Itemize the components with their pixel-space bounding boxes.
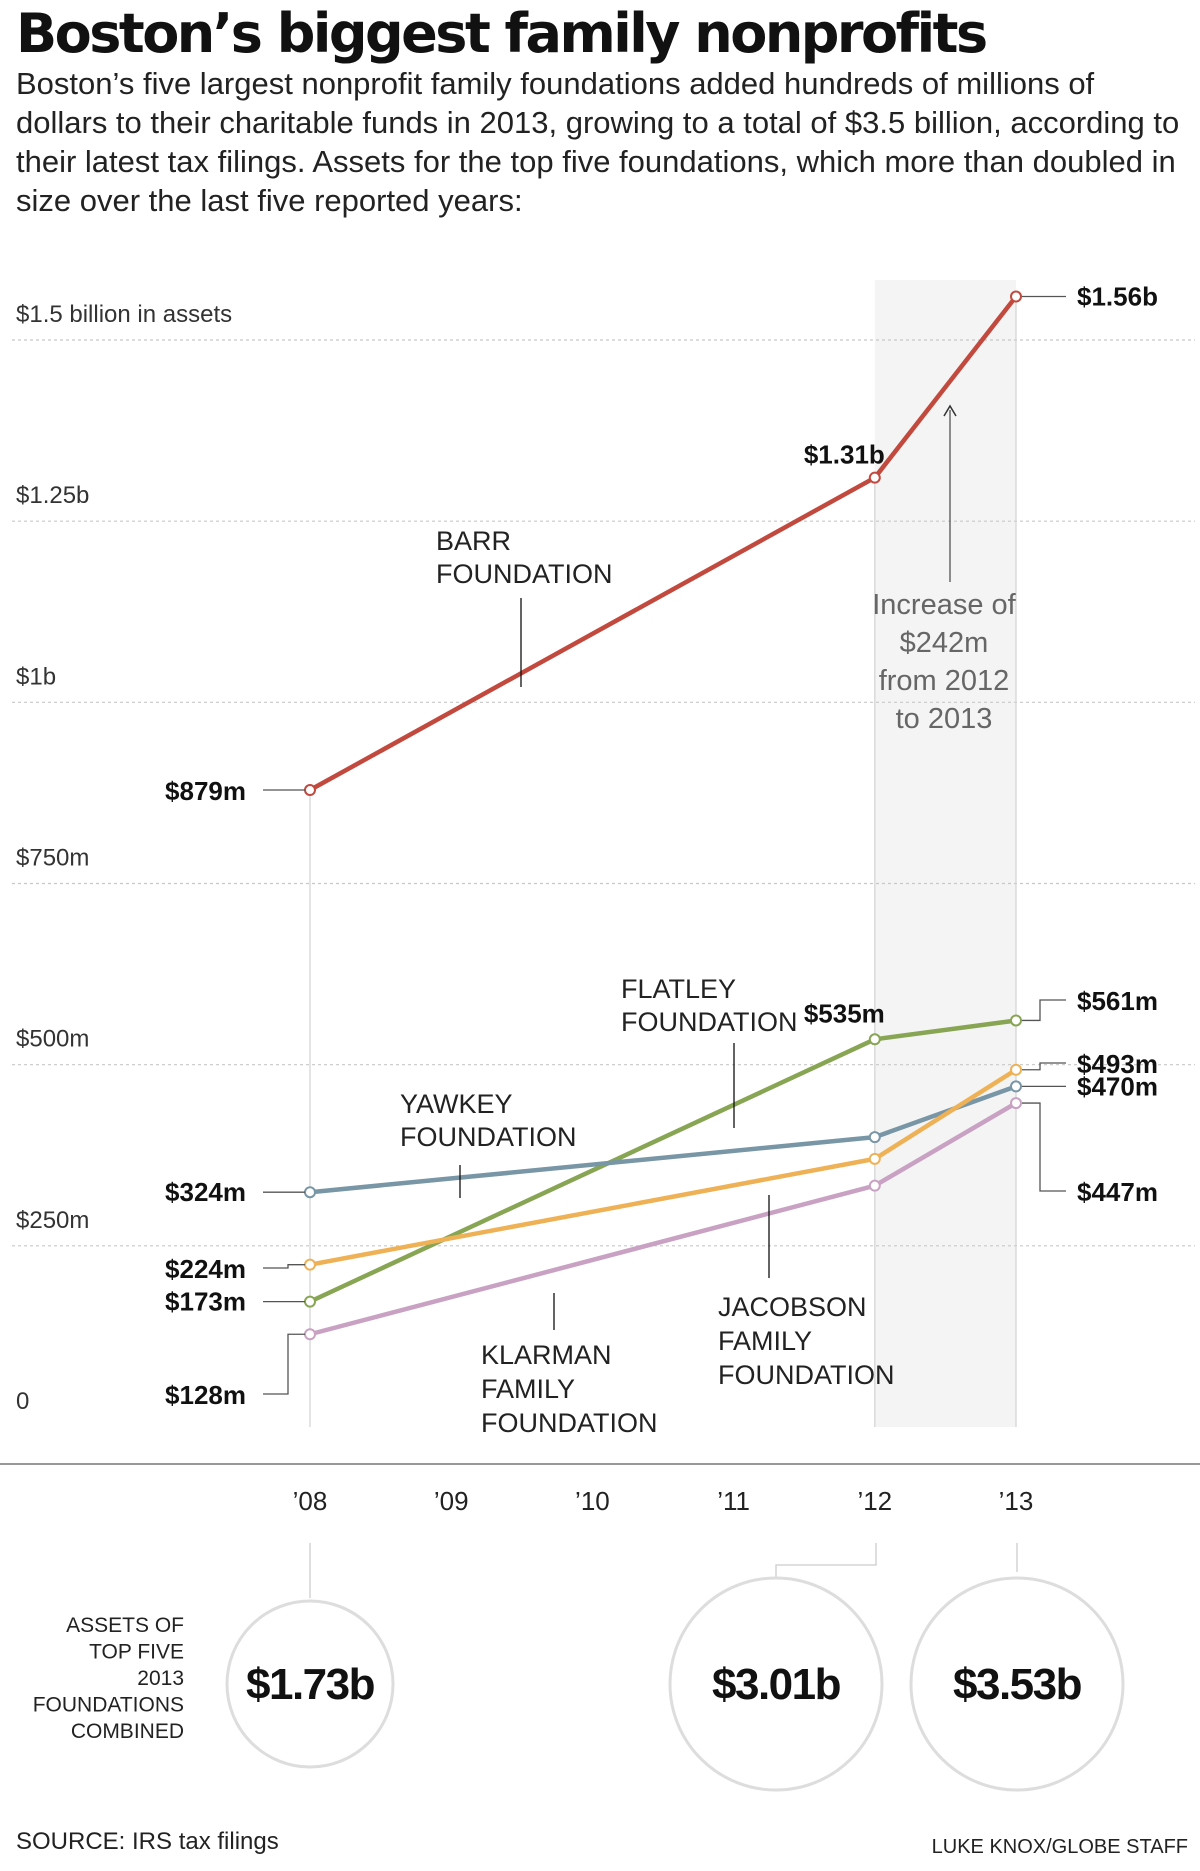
total-value: $3.53b <box>953 1660 1082 1709</box>
credit-note: LUKE KNOX/GLOBE STAFF <box>932 1836 1188 1858</box>
leader-line <box>1022 999 1066 1022</box>
highlight-band <box>874 280 1016 1427</box>
page-title: Boston’s biggest family nonprofits <box>16 2 988 65</box>
data-point <box>304 784 316 797</box>
y-tick-label: 0 <box>16 1388 29 1415</box>
value-label: $879m <box>165 776 246 806</box>
series-name-label: KLARMAN FAMILY FOUNDATION <box>481 1340 658 1438</box>
total-circle <box>225 1599 395 1769</box>
x-tick-label: ’13 <box>999 1486 1034 1516</box>
value-label: $173m <box>165 1287 246 1317</box>
y-tick-label: $1b <box>16 663 56 690</box>
subtitle: Boston’s five largest nonprofit family f… <box>16 66 1180 218</box>
leader-line <box>263 1264 305 1269</box>
data-point <box>1010 1080 1022 1093</box>
data-point <box>304 1295 316 1308</box>
data-point <box>868 1179 881 1192</box>
data-point <box>868 1033 881 1046</box>
total-circle <box>668 1576 884 1792</box>
total-value: $3.01b <box>712 1660 841 1709</box>
series-name-label: FLATLEY FOUNDATION <box>621 974 798 1037</box>
total-circle <box>909 1576 1125 1792</box>
value-label: $1.56b <box>1077 282 1158 312</box>
data-point <box>1010 1014 1022 1027</box>
x-tick-label: ’12 <box>857 1486 892 1516</box>
series-name-label: JACOBSON FAMILY FOUNDATION <box>718 1292 895 1390</box>
value-label: $1.31b <box>804 440 885 470</box>
total-leader <box>775 1543 877 1582</box>
data-point <box>1010 1097 1022 1110</box>
total-value: $1.73b <box>246 1660 375 1709</box>
data-point <box>304 1328 316 1341</box>
value-label: $493m <box>1077 1049 1158 1079</box>
source-note: SOURCE: IRS tax filings <box>16 1828 279 1855</box>
annotation-text: Increase of $242m from 2012 to 2013 <box>872 589 1016 735</box>
x-tick-label: ’09 <box>434 1486 469 1516</box>
y-tick-label: $250m <box>16 1207 89 1234</box>
x-tick-label: ’10 <box>575 1486 610 1516</box>
data-point <box>868 1131 881 1144</box>
leader-line <box>1022 1102 1066 1192</box>
value-label: $128m <box>165 1380 246 1410</box>
y-tick-label: $750m <box>16 845 89 872</box>
value-label: $324m <box>165 1177 246 1207</box>
y-tick-label: $500m <box>16 1026 89 1053</box>
data-point <box>304 1258 316 1271</box>
series-name-label: YAWKEY FOUNDATION <box>400 1089 577 1152</box>
value-label: $224m <box>165 1254 246 1284</box>
annotation-arrow <box>943 404 957 417</box>
data-point <box>1010 290 1022 303</box>
value-label: $470m <box>1077 1071 1158 1101</box>
leader-line <box>1022 1062 1066 1071</box>
data-point <box>304 1186 316 1199</box>
data-point <box>1010 1063 1022 1076</box>
series-name-label: BARR FOUNDATION <box>436 526 613 589</box>
y-tick-label: $1.25b <box>16 482 89 509</box>
y-tick-label: $1.5 billion in assets <box>16 301 232 328</box>
value-label: $447m <box>1077 1177 1158 1207</box>
data-point <box>868 471 881 484</box>
x-tick-label: ’08 <box>293 1486 328 1516</box>
x-tick-label: ’11 <box>717 1486 750 1516</box>
value-label: $535m <box>804 998 885 1028</box>
data-point <box>868 1152 881 1165</box>
value-label: $561m <box>1077 986 1158 1016</box>
leader-line <box>263 1333 305 1395</box>
totals-label: ASSETS OF TOP FIVE 2013 FOUNDATIONS COMBINED <box>33 1614 184 1743</box>
